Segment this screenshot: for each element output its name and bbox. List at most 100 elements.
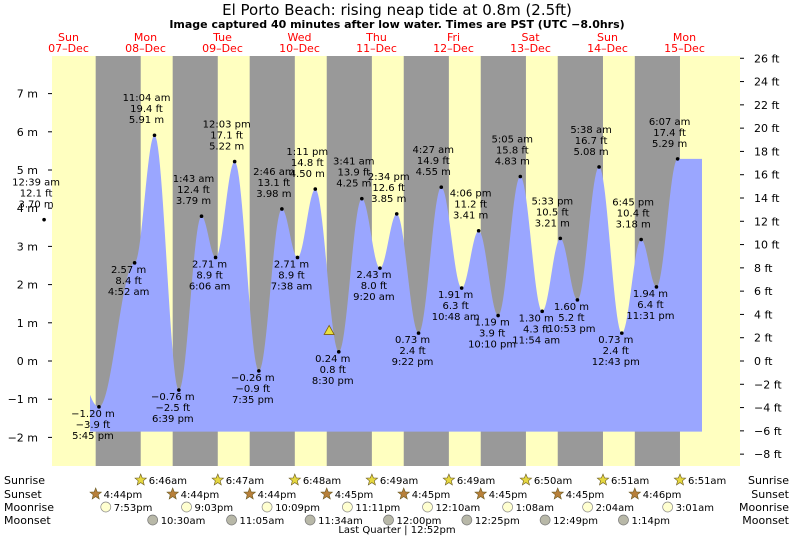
day-date: 08–Dec [125,42,166,55]
chart-subtitle: Image captured 40 minutes after low wate… [169,18,624,31]
moonrise-icon [502,501,513,513]
sunset-time: 4:44pm [181,490,220,501]
moonrise-icon [422,501,433,513]
sunrise-time: 6:48am [303,476,341,487]
sunrise-time: 6:49am [380,476,418,487]
sun-star-icon [166,487,180,500]
tide-label-line: −0.9 ft [235,384,270,395]
sunset-row-label-left: Sunset [4,488,42,501]
sun-star-icon [320,487,334,500]
moonrise-icon [181,501,192,513]
tide-label-line: 3.70 m [18,200,53,211]
moonset-time: 1:14pm [631,516,670,527]
moonset-icon [461,514,473,526]
moonrise-time: 7:53pm [114,503,153,514]
tide-label-line: 2.57 m [111,265,146,276]
day-headers: Sun07–DecMon08–DecTue09–DecWed10–DecThu1… [48,31,705,55]
tide-extreme-point [42,217,46,222]
y-tick-label-ft: −2 ft [754,378,782,391]
tide-label-line: 15.8 ft [496,145,529,156]
day-date: 14–Dec [587,42,628,55]
sun-star-icon [673,473,687,486]
sunset-time: 4:44pm [258,490,297,501]
tide-label-line: 1:11 pm [286,147,328,158]
moonset-icon [147,514,159,526]
sun-star-icon [442,473,456,486]
day-name: Mon [134,31,157,44]
moonset-icon [226,514,237,526]
sunrise-time: 6:51am [611,476,649,487]
y-tick-label-ft: 4 ft [754,308,773,321]
sun-star-icon [365,473,379,486]
day-date: 10–Dec [279,42,320,55]
tide-label-line: 1.30 m [519,313,554,324]
tide-extreme-point [199,214,204,219]
tide-label-line: 2.71 m [274,259,309,270]
moonset-time: 10:30am [161,516,206,527]
day-name: Sun [58,31,79,44]
tide-area-fill [90,135,702,432]
tide-label-line: 12.4 ft [177,185,210,196]
y-axis-right: 26 ft 24 ft 22 ft 20 ft 18 ft 16 ft 14 ft 12 ft… [740,52,782,461]
tide-label-line: 17.4 ft [653,128,686,139]
y-tick-label-m: 2 m [17,279,38,292]
tide-extreme-point [336,350,341,354]
sunset-time: 4:45pm [412,490,451,501]
tide-label-line: 3.85 m [371,194,406,205]
y-tick-label-m: 7 m [17,88,38,101]
tide-extreme-point [360,196,364,201]
sunset-time: 4:46pm [643,490,682,501]
tide-label-line: 2:46 am [253,167,295,178]
tide-label-line: 13.1 ft [258,178,291,189]
sunrise-time: 6:49am [457,476,495,487]
tide-label-line: 10:48 am [432,312,480,323]
y-tick-label-ft: 8 ft [754,262,773,275]
tide-label-line: 1.94 m [633,289,668,300]
y-tick-label-m: 6 m [17,126,38,139]
sunrise-time: 6:47am [226,476,264,487]
tide-extreme-point [597,165,601,169]
sun-star-icon [211,473,225,486]
chart-title: El Porto Beach: rising neap tide at 0.8m… [222,1,572,19]
tide-label-line: −3.9 ft [76,420,111,431]
moonrise-time: 12:10am [436,503,481,514]
y-tick-label-m: −1 m [8,393,38,406]
tide-label-line: 8.4 ft [115,276,141,287]
tide-extreme-point [459,286,464,290]
tide-label-line: 3:41 am [333,157,375,168]
moonrise-row-label-right: Moonrise [739,501,789,514]
moonrise-icon [342,501,353,513]
tide-label-line: 2.4 ft [603,346,629,357]
tide-label-line: 6:45 pm [612,198,654,209]
sunrise-time: 6:51am [688,476,726,487]
low-tide-label: 0.73 m2.4 ft9:22 pm [392,335,434,368]
tide-label-line: 0.24 m [315,354,350,365]
tide-extreme-point [257,369,261,373]
tide-label-line: 4.50 m [290,169,325,180]
y-axis-left: 7 m 6 m 5 m 4 m 3 m 2 m 1 m 0 m −1 m −2 m [8,88,52,444]
tide-extreme-point [639,237,643,242]
tide-label-line: 10:10 pm [468,340,516,351]
day-date: 09–Dec [202,42,243,55]
tide-label-line: 3.21 m [535,218,570,229]
sun-star-icon [89,487,103,500]
y-tick-label-ft: 20 ft [754,122,780,135]
tide-label-line: −0.26 m [231,373,275,384]
tide-label-line: 10.5 ft [536,207,569,218]
tide-label-line: 2:34 pm [368,172,410,183]
tide-label-line: 1.19 m [475,318,510,329]
tide-label-line: 9:22 pm [392,357,434,368]
tide-label-line: 5.22 m [209,142,244,153]
tide-label-line: 19.4 ft [130,104,163,115]
